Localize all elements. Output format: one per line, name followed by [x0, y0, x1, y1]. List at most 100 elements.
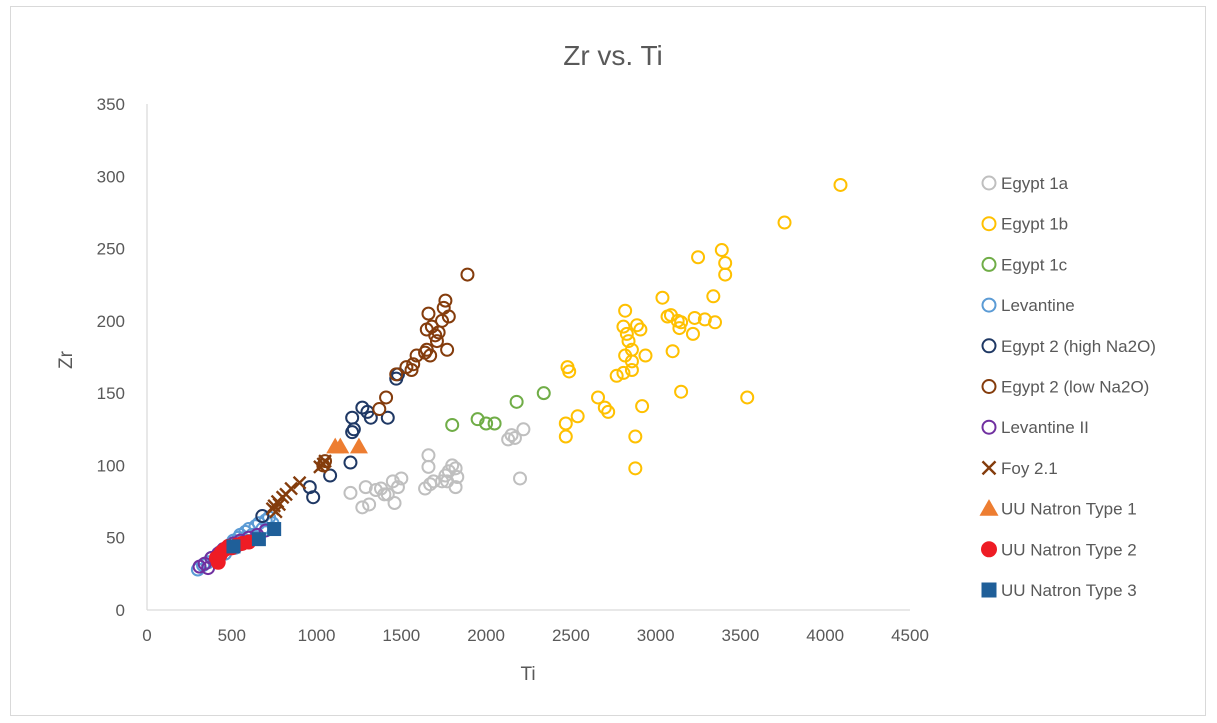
data-point [672, 321, 687, 336]
y-tick-label: 50 [106, 529, 125, 548]
data-point [379, 390, 394, 405]
y-tick-label: 0 [116, 601, 125, 620]
data-point [380, 487, 395, 502]
y-tick-label: 100 [97, 456, 125, 475]
legend-marker [981, 175, 997, 191]
data-point [665, 344, 680, 359]
data-point [390, 480, 405, 495]
data-point [421, 459, 436, 474]
legend-entry: Egypt 2 (low Na2O) [981, 378, 1149, 397]
data-point [591, 390, 606, 405]
legend-marker [981, 256, 997, 272]
data-point [331, 437, 350, 454]
data-point [777, 215, 792, 230]
data-point [251, 532, 266, 547]
data-point [394, 471, 409, 486]
data-point [562, 364, 577, 379]
data-point [380, 410, 395, 425]
data-point [448, 480, 463, 495]
data-point [635, 399, 650, 414]
y-tick-label: 150 [97, 384, 125, 403]
data-point [628, 461, 643, 476]
data-point [349, 437, 368, 454]
data-point [470, 412, 485, 427]
x-tick-label: 3000 [637, 626, 675, 645]
legend-marker [981, 582, 997, 598]
data-point [616, 319, 631, 334]
series-10 [226, 522, 282, 554]
data-point [441, 309, 456, 324]
data-point [363, 410, 378, 425]
y-tick-label: 300 [97, 167, 125, 186]
legend-marker [981, 379, 997, 394]
x-tick-label: 4500 [891, 626, 929, 645]
legend-label: Levantine II [1001, 418, 1089, 437]
data-point [558, 429, 573, 444]
x-tick-label: 4000 [806, 626, 844, 645]
data-point [687, 310, 702, 325]
data-point [306, 490, 321, 505]
data-point [624, 363, 639, 378]
legend-marker [981, 419, 997, 435]
data-point [558, 416, 573, 431]
data-point [708, 315, 723, 330]
data-point [389, 367, 404, 382]
legend-label: Foy 2.1 [1001, 459, 1058, 478]
data-point [706, 289, 721, 304]
data-point [421, 448, 436, 463]
data-point [507, 430, 522, 445]
data-point [428, 328, 443, 343]
y-tick-label: 200 [97, 312, 125, 331]
data-point [318, 454, 332, 468]
data-point [423, 348, 438, 363]
data-point [387, 496, 402, 511]
data-point [655, 290, 670, 305]
legend-label: UU Natron Type 1 [1001, 500, 1137, 519]
data-point [284, 481, 298, 496]
data-point [619, 326, 634, 341]
legend-label: UU Natron Type 2 [1001, 540, 1137, 559]
legend-label: Egypt 2 (high Na2O) [1001, 337, 1156, 356]
x-tick-label: 2000 [467, 626, 505, 645]
legend-entry: Levantine [981, 296, 1075, 315]
chart-title: Zr vs. Ti [563, 40, 663, 71]
y-axis-label: Zr [56, 350, 77, 369]
data-point [421, 306, 436, 321]
legend-label: Egypt 2 (low Na2O) [1001, 378, 1149, 397]
data-point [362, 497, 377, 512]
legend-entry: Egypt 1b [981, 215, 1068, 234]
data-point [445, 458, 460, 473]
x-tick-label: 1500 [382, 626, 420, 645]
legend-entry: UU Natron Type 2 [981, 540, 1137, 559]
legend-marker [981, 338, 997, 354]
legend-label: UU Natron Type 3 [1001, 581, 1137, 600]
data-point [426, 474, 441, 489]
data-point [406, 357, 421, 372]
data-point [404, 363, 419, 378]
legend-entry: Egypt 1a [981, 174, 1069, 193]
data-point [479, 416, 494, 431]
legend-label: Levantine [1001, 296, 1075, 315]
scatter-chart: Zr vs. Ti 0 500 1000 1500 2000 2500 3000 3500 40… [56, 40, 1156, 685]
data-point [616, 365, 631, 380]
x-tick-label: 1000 [298, 626, 336, 645]
data-point [674, 384, 689, 399]
legend-entry: UU Natron Type 3 [981, 581, 1137, 600]
series-8 [326, 437, 368, 454]
legend-label: Egypt 1a [1001, 174, 1069, 193]
data-point [343, 485, 358, 500]
data-point [429, 334, 444, 349]
data-point [292, 475, 307, 490]
data-point [438, 293, 453, 308]
data-point [355, 500, 370, 515]
data-point [609, 368, 624, 383]
data-point [509, 394, 524, 409]
data-point [718, 267, 733, 282]
data-point [323, 468, 338, 483]
data-point [440, 342, 455, 357]
legend-marker [981, 297, 997, 313]
data-point [621, 334, 636, 349]
axes [146, 104, 910, 611]
data-point [833, 177, 848, 192]
legend-marker [981, 541, 997, 558]
